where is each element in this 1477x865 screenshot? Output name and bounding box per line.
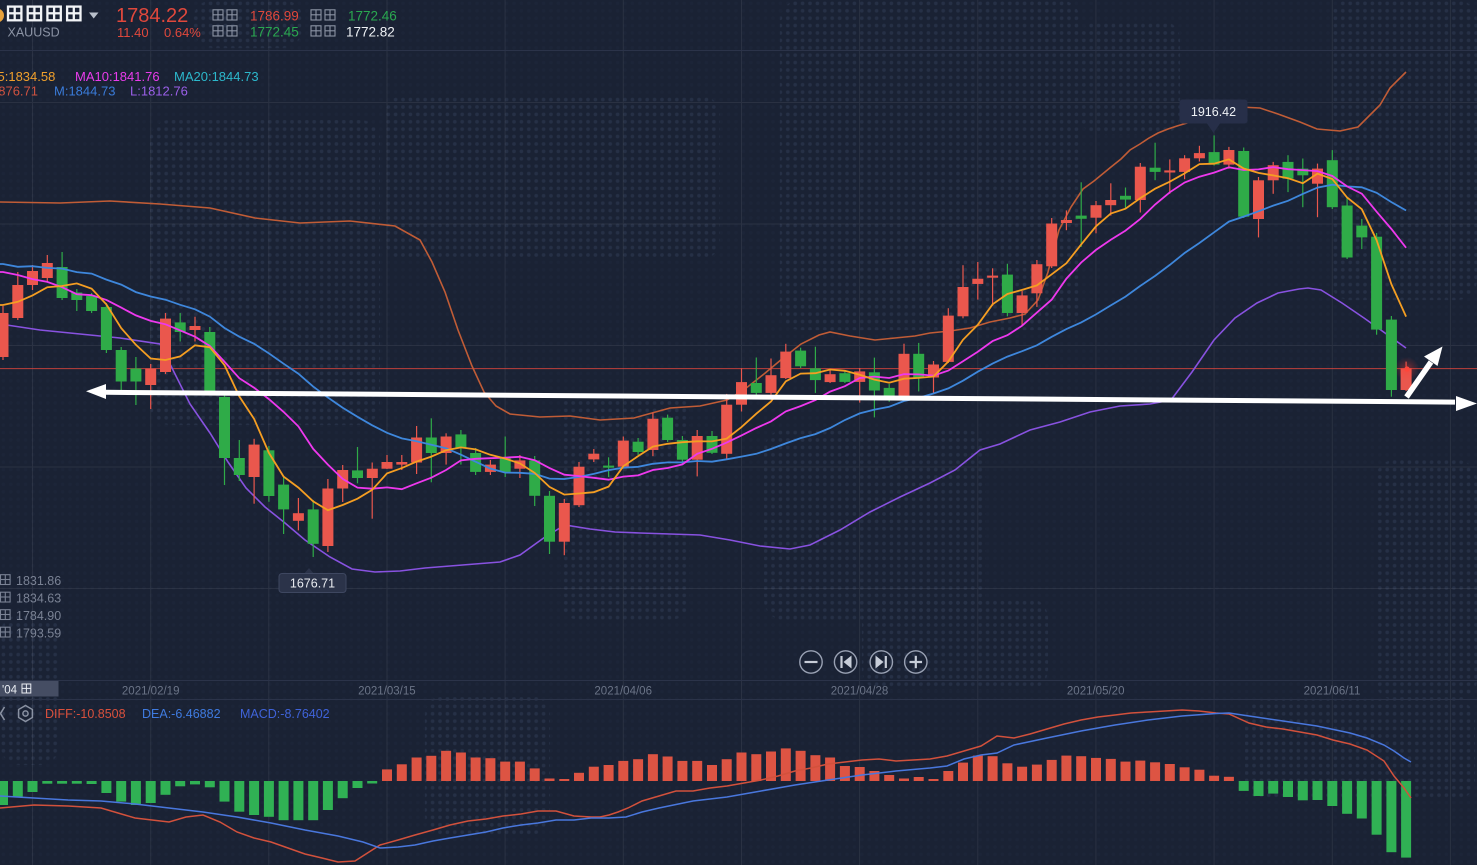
- svg-text:1786.99: 1786.99: [250, 9, 299, 24]
- svg-text:M:1844.73: M:1844.73: [54, 84, 115, 99]
- svg-text:MACD:-8.76402: MACD:-8.76402: [240, 707, 330, 721]
- svg-text:MA20:1844.73: MA20:1844.73: [174, 69, 259, 84]
- svg-text:2021/02/19: 2021/02/19: [122, 686, 180, 698]
- svg-text:2021/03/15: 2021/03/15: [358, 686, 416, 698]
- svg-text:2021/06/11: 2021/06/11: [1304, 686, 1361, 698]
- svg-text:1784.22: 1784.22: [116, 5, 188, 27]
- svg-text:MA10:1841.76: MA10:1841.76: [75, 69, 160, 84]
- svg-text:1834.63: 1834.63: [16, 592, 61, 606]
- svg-text:2021/04/06: 2021/04/06: [594, 686, 652, 698]
- svg-text:11.40: 11.40: [117, 25, 149, 40]
- svg-text:1772.46: 1772.46: [348, 9, 397, 24]
- svg-text:1793.59: 1793.59: [16, 627, 61, 641]
- svg-text:DEA:-6.46882: DEA:-6.46882: [142, 707, 221, 721]
- svg-text:L:1812.76: L:1812.76: [130, 84, 188, 99]
- svg-text:1831.86: 1831.86: [16, 574, 61, 588]
- svg-text:XAUUSD: XAUUSD: [8, 26, 60, 40]
- svg-text:U:1876.71: U:1876.71: [0, 84, 38, 99]
- svg-text:1916.42: 1916.42: [1191, 105, 1236, 119]
- svg-text:MA5:1834.58: MA5:1834.58: [0, 69, 55, 84]
- svg-text:1772.82: 1772.82: [346, 25, 395, 40]
- svg-text:0.64%: 0.64%: [164, 25, 201, 40]
- svg-text:'04: '04: [2, 685, 18, 697]
- svg-text:DIFF:-10.8508: DIFF:-10.8508: [45, 707, 126, 721]
- svg-text:1784.90: 1784.90: [16, 609, 61, 623]
- svg-text:2021/05/20: 2021/05/20: [1067, 686, 1125, 698]
- svg-text:1772.45: 1772.45: [250, 25, 299, 40]
- svg-text:2021/04/28: 2021/04/28: [831, 686, 889, 698]
- svg-text:1676.71: 1676.71: [290, 577, 335, 591]
